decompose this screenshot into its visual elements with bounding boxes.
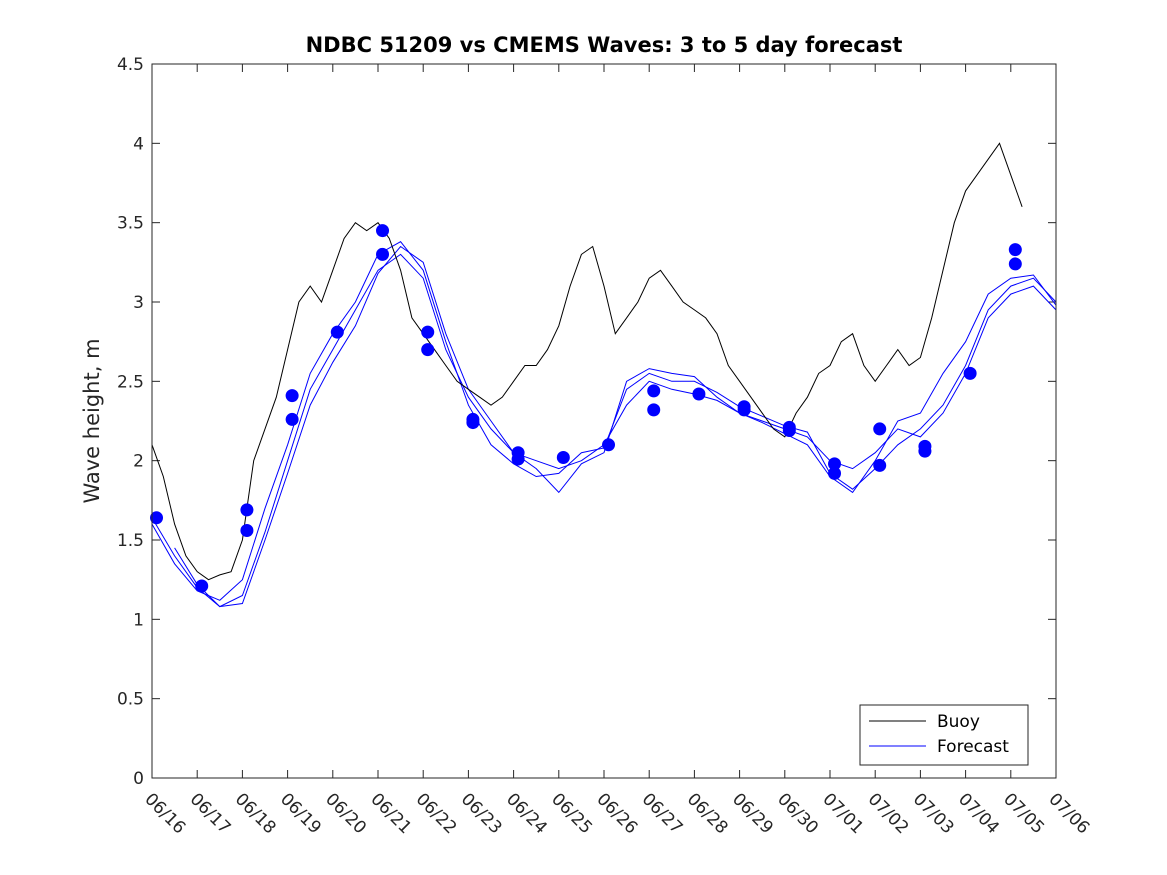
axes-box	[151, 63, 1057, 779]
forecast-marker	[240, 503, 254, 517]
forecast-marker	[150, 511, 164, 525]
forecast-marker	[1008, 243, 1022, 257]
forecast-marker	[963, 366, 977, 380]
legend-forecast-label: Forecast	[937, 737, 1009, 757]
forecast-marker	[1008, 257, 1022, 271]
y-axis-label: Wave height, m	[80, 338, 104, 503]
buoy-line	[151, 142, 1023, 581]
forecast-marker	[421, 325, 435, 339]
forecast-marker	[330, 325, 344, 339]
y-tick-label: 0	[133, 769, 144, 789]
forecast-marker	[737, 403, 751, 417]
forecast-marker	[195, 579, 209, 593]
forecast-marker	[828, 466, 842, 480]
chart-title: NDBC 51209 vs CMEMS Waves: 3 to 5 day fo…	[306, 33, 903, 57]
legend-box	[859, 704, 1029, 766]
y-tick-label: 1	[133, 610, 144, 630]
y-tick-label: 3.5	[117, 214, 144, 234]
forecast-marker	[782, 424, 796, 438]
forecast-marker	[285, 389, 299, 403]
y-tick-label: 4.5	[117, 55, 144, 75]
y-tick-label: 4	[133, 134, 144, 154]
y-tick-label: 3	[133, 293, 144, 313]
forecast-marker	[647, 384, 661, 398]
forecast-line-3	[174, 245, 1057, 608]
forecast-marker	[421, 343, 435, 357]
forecast-marker	[647, 403, 661, 417]
forecast-marker	[828, 457, 842, 471]
forecast-markers	[150, 224, 1022, 593]
forecast-marker	[918, 444, 932, 458]
forecast-marker	[240, 523, 254, 537]
forecast-marker	[511, 452, 525, 466]
forecast-marker	[692, 387, 706, 401]
forecast-marker	[466, 416, 480, 430]
forecast-marker	[873, 458, 887, 472]
forecast-marker	[376, 224, 390, 238]
plot-area	[152, 64, 1056, 778]
y-tick-label: 0.5	[117, 690, 144, 710]
y-tick-label: 2	[133, 452, 144, 472]
y-tick-label: 1.5	[117, 531, 144, 551]
forecast-marker	[873, 422, 887, 436]
forecast-marker	[285, 412, 299, 426]
forecast-marker	[556, 450, 570, 464]
forecast-marker	[376, 247, 390, 261]
y-tick-label: 2.5	[117, 372, 144, 392]
forecast-marker	[602, 438, 616, 452]
legend: Buoy Forecast	[859, 704, 1029, 766]
legend-buoy-label: Buoy	[937, 712, 980, 732]
